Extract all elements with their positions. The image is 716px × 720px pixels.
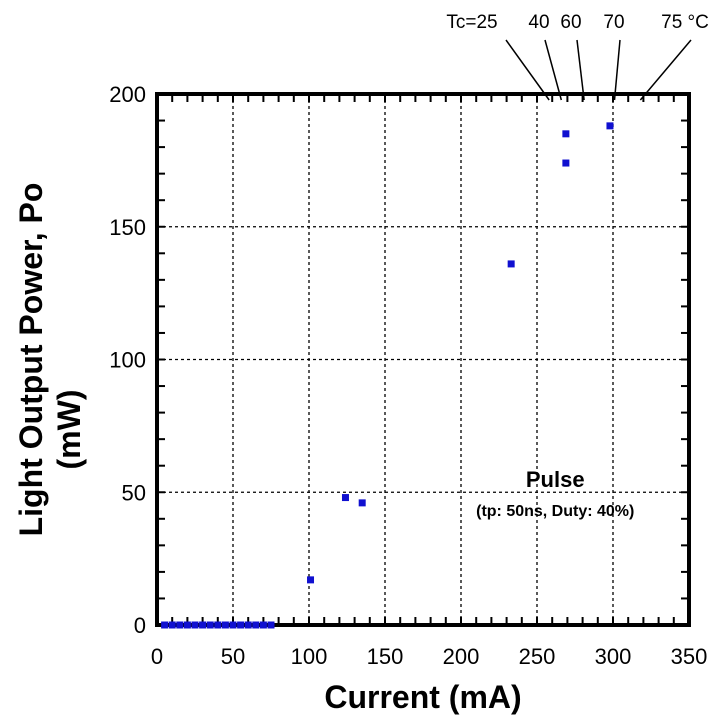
data-point (199, 621, 207, 629)
temperature-label: 60 (560, 12, 581, 33)
y-tick-label: 200 (109, 82, 146, 107)
temperature-leader-line (613, 39, 621, 101)
data-point (176, 621, 184, 629)
temperature-leader-line (639, 39, 692, 101)
y-axis-unit: (mW) (51, 390, 87, 470)
data-point (221, 621, 229, 629)
data-point (237, 621, 245, 629)
pulse-annotation: Pulse (526, 467, 585, 492)
grid-lines (157, 94, 689, 625)
x-tick-label: 350 (671, 644, 708, 669)
x-tick-label: 200 (443, 644, 480, 669)
x-tick-label: 250 (519, 644, 556, 669)
tick-labels: 0 50 100 150 200 250 300 350 0 50 100 150 200 (109, 82, 707, 669)
pulse-conditions-annotation: (tp: 50ns, Duty: 40%) (476, 503, 634, 520)
data-point (562, 130, 570, 138)
temperature-label: 70 (603, 12, 624, 33)
temperature-leader-line (576, 39, 585, 101)
data-point (191, 621, 199, 629)
temperature-label: Tc=25 (446, 12, 497, 33)
y-tick-label: 150 (109, 215, 146, 240)
x-tick-label: 50 (221, 644, 245, 669)
y-tick-label: 100 (109, 348, 146, 373)
temperature-leader-line (544, 39, 563, 101)
x-tick-label: 100 (291, 644, 328, 669)
data-point (183, 621, 191, 629)
data-point (267, 621, 275, 629)
data-point (214, 621, 222, 629)
data-point (358, 499, 366, 507)
y-tick-label: 0 (134, 613, 146, 638)
temperature-labels: Tc=25 40 60 70 75 °C (446, 12, 709, 101)
data-point (229, 621, 237, 629)
y-tick-label: 50 (122, 480, 146, 505)
data-point (252, 621, 260, 629)
x-tick-label: 150 (367, 644, 404, 669)
data-point (307, 576, 315, 584)
x-tick-label: 0 (151, 644, 163, 669)
x-tick-label: 300 (595, 644, 632, 669)
temperature-label: 40 (528, 12, 549, 33)
data-point (606, 122, 614, 130)
y-axis-title: Light Output Power, Po (13, 183, 49, 537)
data-point (244, 621, 252, 629)
data-points (161, 122, 614, 629)
data-point (341, 494, 349, 502)
data-point (168, 621, 176, 629)
temperature-leader-line (505, 39, 550, 101)
data-point (259, 621, 267, 629)
data-point (206, 621, 214, 629)
data-point (507, 260, 515, 268)
data-point (562, 159, 570, 167)
temperature-label: 75 °C (661, 12, 709, 33)
x-axis-title: Current (mA) (324, 679, 521, 715)
data-point (161, 621, 169, 629)
